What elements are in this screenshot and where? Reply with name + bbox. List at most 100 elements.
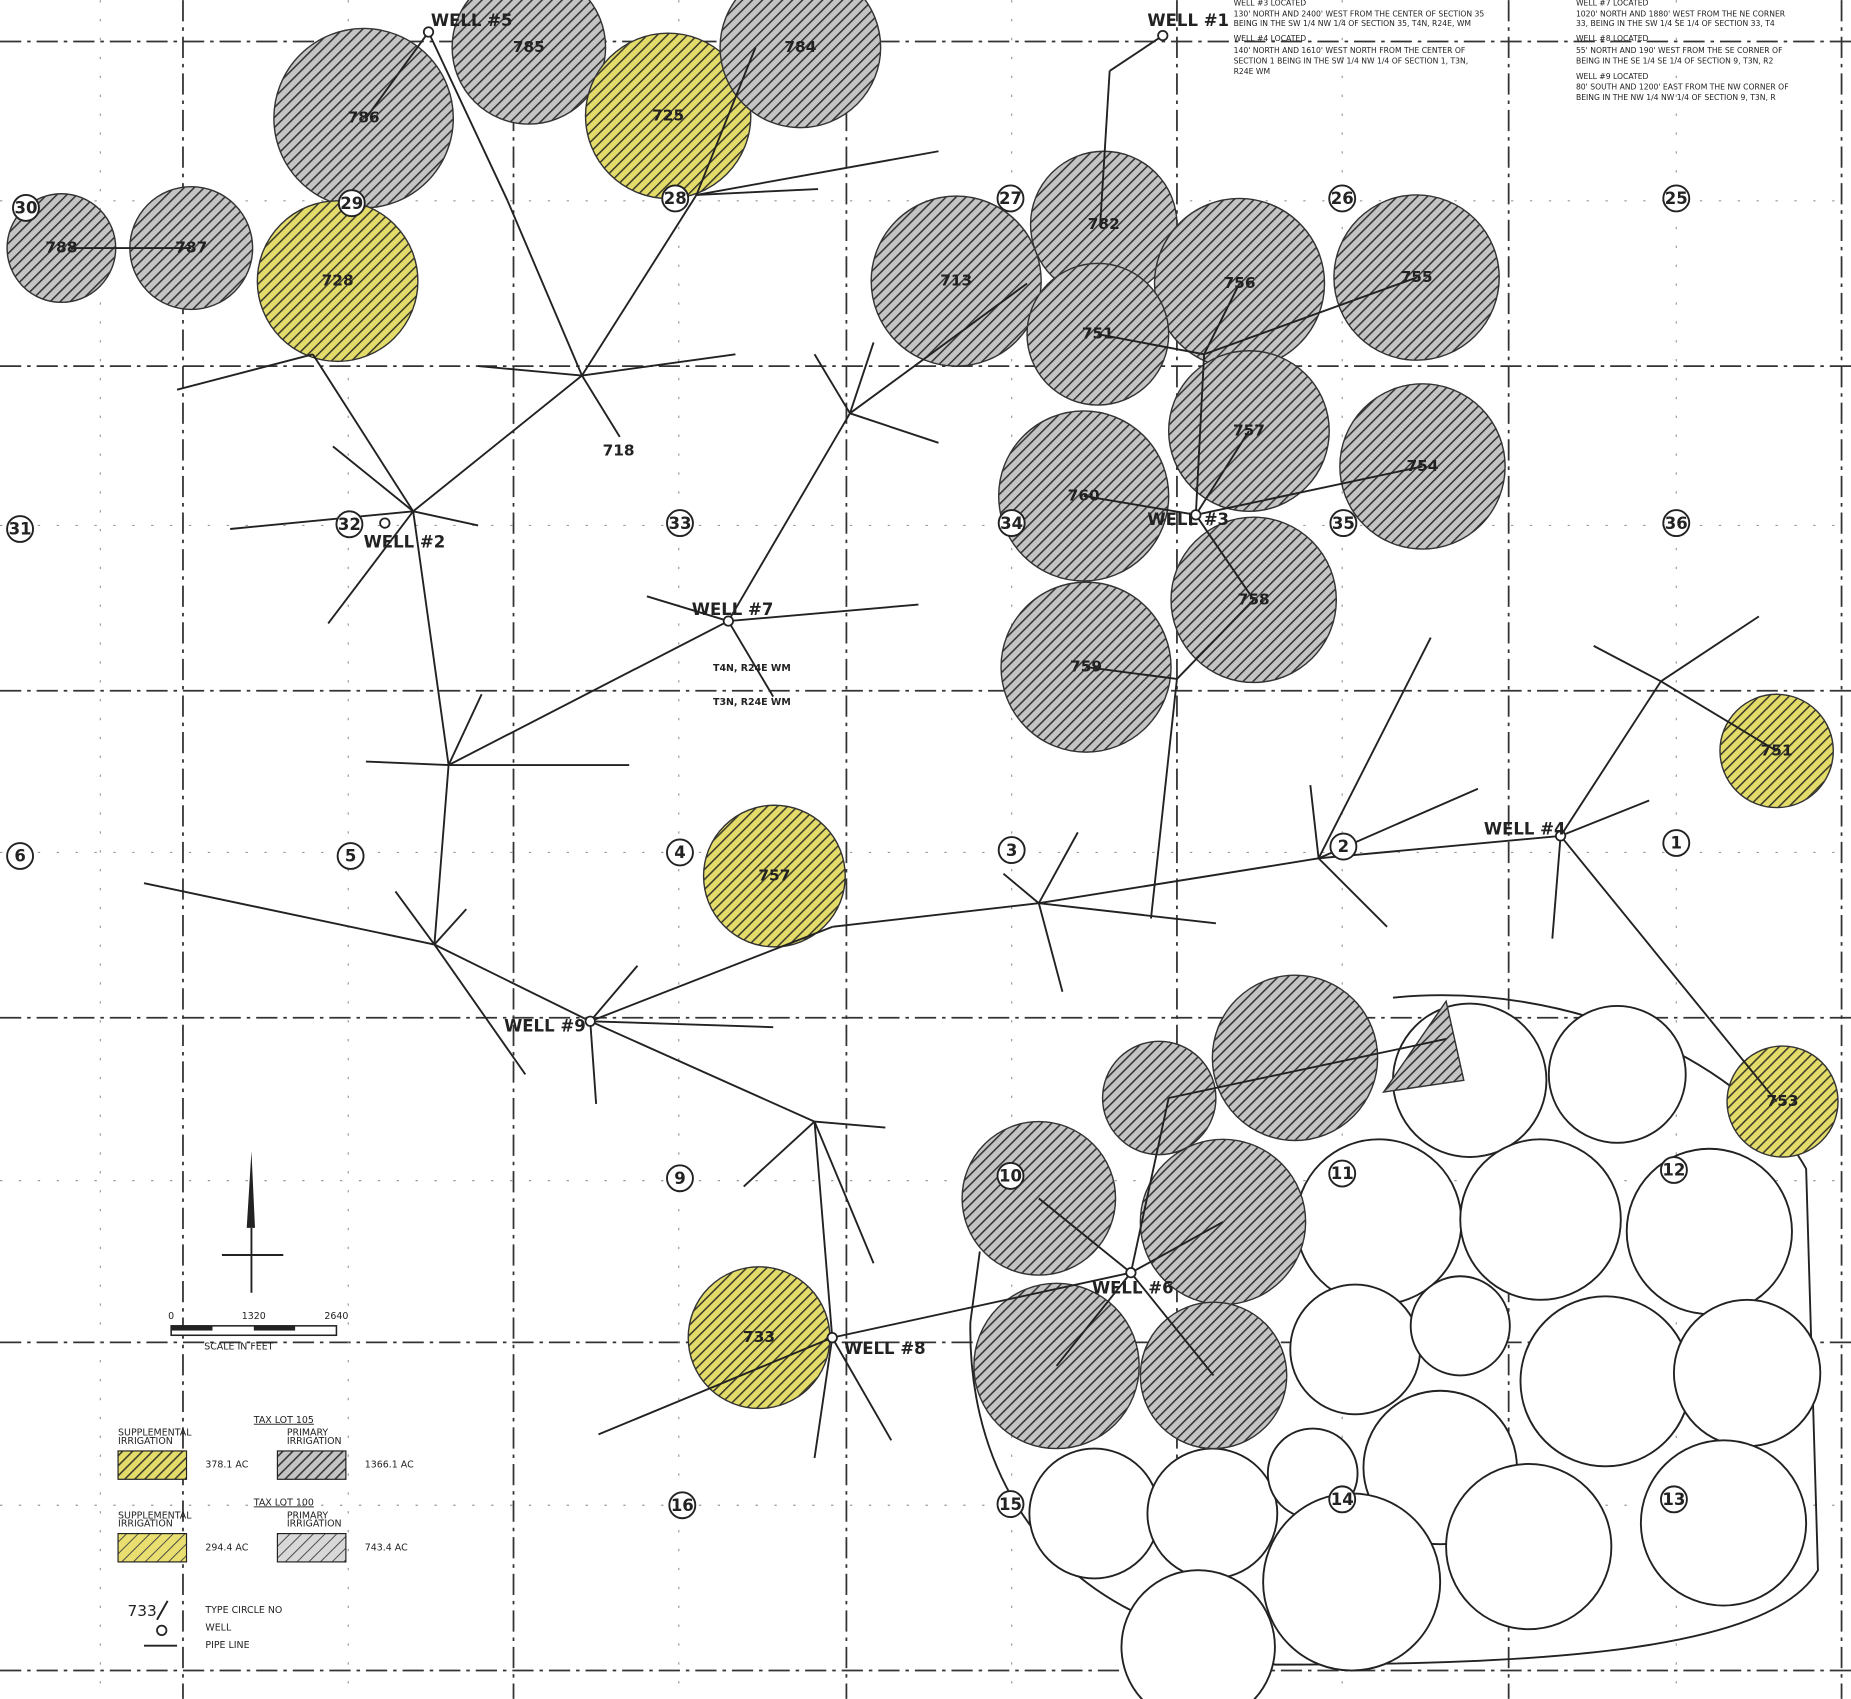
pipe-line — [1038, 1197, 1132, 1274]
well-label: WELL #2 — [364, 533, 446, 552]
pipe-line — [1559, 835, 1778, 1103]
pivot-number: 751 — [1082, 325, 1114, 343]
pivot-number: 785 — [513, 38, 545, 56]
pipe-line — [327, 510, 414, 625]
pipe-line — [814, 1120, 886, 1129]
note-line: 55' NORTH AND 190' WEST FROM THE SE CORN… — [1576, 46, 1783, 55]
pipe-line — [581, 375, 621, 438]
pipe-line — [365, 31, 430, 119]
section-number: 12 — [1662, 1161, 1685, 1180]
legend-area: 1366.1 AC — [365, 1460, 414, 1471]
pivot-number: 757 — [1233, 422, 1265, 440]
legend-label: SUPPLEMENTAL — [118, 1510, 192, 1521]
section-number: 36 — [1665, 514, 1688, 533]
section-number: 16 — [671, 1496, 694, 1515]
pipe-line — [589, 925, 833, 1023]
well-label: WELL #5 — [431, 11, 513, 30]
section-number: 2 — [1338, 837, 1350, 856]
empty-pivot — [1262, 1492, 1442, 1672]
pipe-line — [447, 693, 483, 766]
scale-tick: 2640 — [324, 1311, 348, 1322]
pipe-line — [1195, 465, 1423, 516]
scale-label: SCALE IN FEET — [204, 1342, 273, 1353]
pivot-number: 751 — [1761, 741, 1793, 759]
pipe-line — [1150, 678, 1178, 919]
section-marker — [335, 510, 364, 539]
section-marker — [1662, 829, 1691, 857]
legend-swatch — [276, 1450, 347, 1480]
well-symbol — [826, 1332, 838, 1344]
section-marker — [1659, 1156, 1688, 1184]
legend-title: TAX LOT 100 — [253, 1497, 314, 1508]
pipe-line — [478, 365, 583, 377]
note-line: 33, BEING IN THE SW 1/4 SE 1/4 OF SECTIO… — [1576, 19, 1775, 28]
pipe-line — [1660, 680, 1778, 752]
pivot-number: 756 — [1224, 274, 1256, 292]
section-number: 35 — [1332, 514, 1355, 533]
pipe-line — [1085, 666, 1178, 680]
pipe-line — [1002, 872, 1040, 904]
legend-label: PRIMARY — [287, 1510, 329, 1521]
section-number: 10 — [999, 1167, 1022, 1186]
note-line: WELL #7 LOCATED — [1576, 0, 1649, 8]
section-number: 32 — [338, 515, 361, 534]
pipe-line — [1130, 1221, 1224, 1274]
empty-pivot — [1519, 1295, 1692, 1468]
note-line: R24E WM — [1234, 67, 1271, 76]
empty-pivot — [1639, 1439, 1808, 1607]
hatched-pivot — [702, 804, 846, 948]
pipe-line — [1099, 70, 1111, 225]
legend-label: IRRIGATION — [287, 1519, 342, 1530]
section-marker — [666, 838, 694, 867]
township-label: T3N, R24E WM — [713, 697, 791, 708]
pipe-line — [646, 595, 729, 622]
hatched-pivot — [1026, 262, 1170, 406]
note-line: BEING IN THE SW 1/4 NW 1/4 OF SECTION 35… — [1234, 19, 1471, 28]
hatched-pivot — [451, 0, 607, 125]
section-marker — [997, 509, 1026, 538]
pipe-line — [849, 282, 1028, 415]
scale-bar — [253, 1325, 296, 1331]
section-number: 29 — [340, 194, 363, 213]
empty-pivot — [1295, 1138, 1463, 1306]
section-marker — [1328, 1485, 1357, 1514]
section-marker — [6, 515, 34, 543]
note-line: WELL #8 LOCATED — [1576, 34, 1649, 43]
scale-bar — [171, 1325, 213, 1331]
well-symbol — [722, 615, 734, 627]
legend-well — [156, 1624, 168, 1636]
section-number: 26 — [1331, 189, 1354, 208]
empty-pivot — [1445, 1462, 1613, 1631]
section-number: 6 — [14, 847, 26, 866]
legend-area: 378.1 AC — [205, 1460, 248, 1471]
scale-tick: 0 — [168, 1311, 174, 1322]
pipe-line — [589, 1021, 598, 1104]
well-label: WELL #6 — [1092, 1279, 1174, 1298]
empty-pivot — [1120, 1569, 1276, 1699]
pivot-number: 713 — [940, 272, 972, 290]
empty-pivot — [1146, 1447, 1279, 1580]
pipe-line — [1309, 785, 1320, 859]
legend-symbol-line — [156, 1600, 169, 1621]
note-line: WELL #4 LOCATED — [1234, 34, 1307, 43]
section-marker — [12, 193, 40, 222]
section-marker — [336, 842, 365, 870]
pipe-line — [727, 412, 851, 622]
pipe-line — [394, 890, 436, 946]
note-line: BEING IN THE NW 1/4 NW 1/4 OF SECTION 9,… — [1576, 93, 1776, 102]
pipe-line — [1037, 831, 1079, 904]
pipe-line — [143, 882, 435, 946]
section-marker — [1329, 509, 1358, 538]
pipe-line — [1038, 857, 1319, 905]
legend-swatch — [117, 1450, 188, 1480]
pipe-line — [581, 194, 698, 377]
pivot-number: 782 — [1088, 215, 1120, 233]
legend-label: PRIMARY — [287, 1428, 329, 1439]
pipe-line — [849, 412, 939, 444]
legend-label: IRRIGATION — [118, 1436, 173, 1447]
legend-label: SUPPLEMENTAL — [118, 1428, 192, 1439]
pivot-number: 787 — [175, 239, 207, 257]
legend-title: TAX LOT 105 — [253, 1415, 314, 1426]
pipe-line — [412, 511, 450, 766]
